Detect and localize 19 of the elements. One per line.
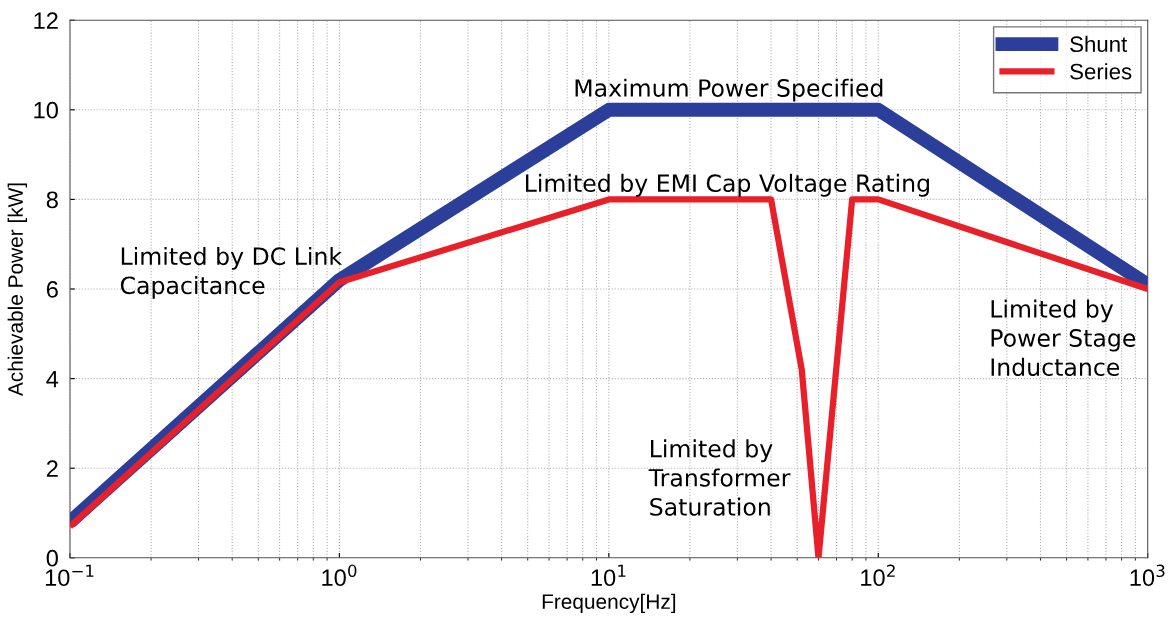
x-tick-label: 10$^{0}$ bbox=[322, 564, 357, 587]
x-tick-label: 10$^{1}$ bbox=[591, 564, 626, 587]
annotation: Limited by Transformer Saturation bbox=[648, 439, 791, 516]
annotation: Limited by DC Link Capacitance bbox=[120, 246, 343, 299]
x-tick-label: 10$^{2}$ bbox=[861, 564, 895, 587]
legend-label: Shunt bbox=[1070, 35, 1128, 53]
annotation: Maximum Power Specified bbox=[575, 78, 883, 102]
y-tick-label: 12 bbox=[34, 12, 58, 29]
annotation: Limited by EMI Cap Voltage Rating bbox=[526, 173, 929, 197]
y-tick-label: 10 bbox=[34, 101, 58, 119]
y-tick-label: 4 bbox=[46, 370, 59, 388]
y-tick-label: 8 bbox=[46, 191, 58, 209]
annotation: Limited by Power Stage Inductance bbox=[991, 299, 1136, 377]
y-tick-label: 2 bbox=[46, 460, 58, 477]
y-axis-title: Achievable Power [kW] bbox=[7, 183, 28, 397]
x-axis-title: Frequency[Hz] bbox=[542, 593, 676, 614]
y-tick-label: 6 bbox=[46, 281, 58, 298]
legend-label: Series bbox=[1070, 63, 1132, 80]
x-tick-label: 10$^{3}$ bbox=[1130, 564, 1165, 587]
